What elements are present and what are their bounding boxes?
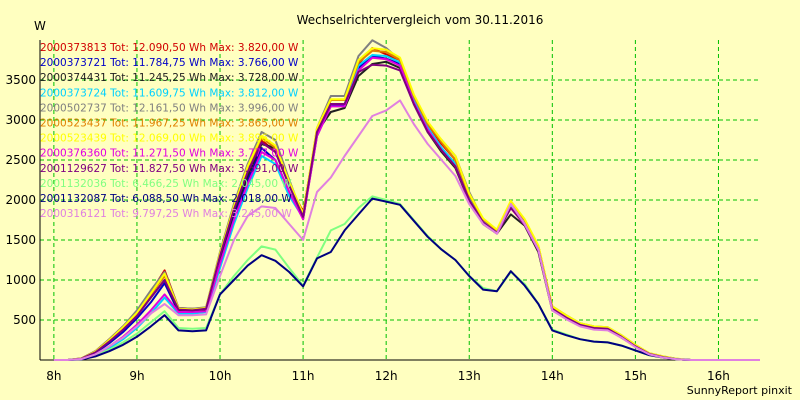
x-tick-label: 13h: [458, 369, 481, 383]
x-tick-label: 9h: [129, 369, 144, 383]
series-line: [53, 197, 760, 361]
legend-entry: 2001132087 Tot: 6.088,50 Wh Max: 2.018,0…: [40, 193, 292, 205]
legend-entry: 2000502737 Tot: 12.161,50 Wh Max: 3.996,…: [40, 102, 299, 114]
legend-entry: 2000373813 Tot: 12.090,50 Wh Max: 3.820,…: [40, 42, 299, 54]
legend-entry: 2000376360 Tot: 11.271,50 Wh Max: 3.777,…: [40, 148, 299, 160]
legend-entry: 2000316121 Tot: 9.797,25 Wh Max: 3.245,0…: [40, 208, 292, 220]
series-lines: [53, 39, 760, 361]
x-tick-label: 15h: [624, 369, 647, 383]
legend-entry: 2000523439 Tot: 12.069,00 Wh Max: 3.896,…: [40, 133, 299, 145]
legend-entry: 2000373724 Tot: 11.609,75 Wh Max: 3.812,…: [40, 87, 299, 99]
legend-entry: 2000374431 Tot: 11.245,25 Wh Max: 3.728,…: [40, 72, 299, 84]
legend-entry: 2001129627 Tot: 11.827,50 Wh Max: 3.691,…: [40, 163, 299, 175]
chart-title: Wechselrichtervergleich vom 30.11.2016: [297, 13, 544, 27]
series-line: [53, 99, 760, 361]
footer-label: SunnyReport pinxit: [687, 384, 793, 397]
x-tick-label: 10h: [209, 369, 232, 383]
y-tick-label: 2500: [5, 153, 36, 167]
x-tick-label: 11h: [292, 369, 315, 383]
legend-entry: 2001132036 Tot: 6.466,25 Wh Max: 2.045,0…: [40, 178, 292, 190]
y-tick-label: 500: [13, 313, 36, 327]
legend-entry: 2000523437 Tot: 11.967,25 Wh Max: 3.865,…: [40, 118, 299, 130]
y-tick-label: 1000: [5, 273, 36, 287]
series-line: [53, 47, 760, 361]
legend-entry: 2000373721 Tot: 11.784,75 Wh Max: 3.766,…: [40, 57, 299, 69]
y-tick-label: 2000: [5, 193, 36, 207]
y-tick-label: 1500: [5, 233, 36, 247]
legend: 2000373813 Tot: 12.090,50 Wh Max: 3.820,…: [40, 42, 299, 220]
grid: [40, 40, 760, 360]
y-tick-label: 3000: [5, 113, 36, 127]
x-tick-label: 14h: [541, 369, 564, 383]
y-tick-label: 3500: [5, 73, 36, 87]
y-axis-unit-label: W: [34, 19, 46, 33]
axes: 500 1000 1500 2000 2500 3000 3500 8h 9h 10h 11h 12h…: [5, 40, 760, 383]
x-tick-label: 8h: [46, 369, 61, 383]
x-tick-label: 12h: [375, 369, 398, 383]
x-tick-label: 16h: [707, 369, 730, 383]
